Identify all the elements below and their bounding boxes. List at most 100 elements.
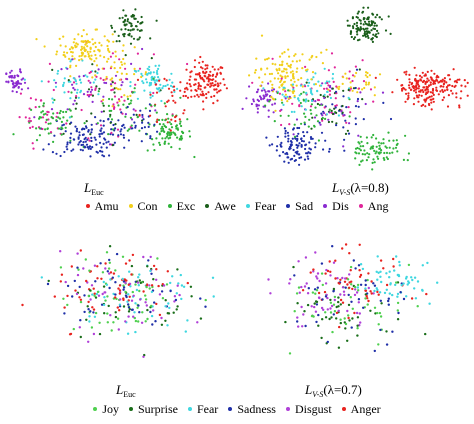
scatter-point [131,253,135,257]
scatter-point [351,89,354,92]
scatter-point [262,97,265,100]
scatter-point [60,120,64,123]
scatter-point [171,275,174,278]
scatter-point [90,112,93,115]
scatter-point [321,116,324,120]
scatter-point [160,130,163,133]
scatter-point [134,126,137,129]
scatter-point [334,106,337,109]
scatter-point [341,104,344,108]
scatter-point [116,101,119,104]
scatter-point [19,71,22,74]
scatter-point [326,90,329,93]
scatter-point [176,87,179,90]
scatter-point [21,303,24,307]
scatter-point [174,298,178,302]
scatter-point [156,69,159,73]
scatter-point [427,79,430,82]
scatter-point [378,73,382,76]
scatter-point [103,56,106,59]
scatter-point [394,146,398,149]
scatter-point [119,108,122,111]
scatter-point [216,91,219,94]
scatter-point [113,30,116,33]
scatter-point [62,123,65,126]
scatter-point [329,274,332,277]
scatter-point [167,87,171,90]
scatter-point [357,152,361,155]
scatter-point [396,281,400,284]
scatter-point [321,62,324,65]
scatter-point [431,87,435,91]
scatter-point [270,72,274,75]
scatter-point [348,24,351,27]
scatter-point [46,282,50,286]
scatter-point [106,44,109,48]
scatter-point [149,135,152,138]
scatter-point [375,33,378,36]
scatter-point [161,87,164,90]
scatter-point [109,113,112,116]
scatter-point [199,74,202,77]
scatter-point [84,55,87,58]
scatter-point [110,128,113,131]
scatter-point [357,10,360,13]
scatter-point [90,128,93,131]
scatter-point [92,311,95,314]
scatter-point [162,284,166,287]
scatter-point [297,99,301,102]
scatter-point [164,84,167,88]
scatter-point [346,129,349,132]
scatter-point [163,102,166,105]
scatter-point [120,128,123,131]
scatter-point [72,77,75,80]
scatter-point [76,91,79,94]
scatter-point [279,145,283,148]
scatter-point [149,255,152,259]
scatter-point [359,19,362,22]
scatter-point [330,52,334,55]
scatter-point [82,74,85,78]
scatter-point [353,36,357,39]
scatter-point [313,116,317,119]
scatter-point [331,87,334,90]
scatter-point [114,55,117,58]
scatter-point [355,30,358,33]
scatter-point [69,132,73,135]
scatter-point [133,17,136,20]
scatter-point [324,316,328,319]
scatter-point [215,88,218,91]
scatter-point [253,71,257,74]
scatter-point [158,141,161,144]
scatter-point [412,103,415,106]
scatter-point [123,146,126,149]
scatter-point [90,88,94,91]
scatter-point [364,283,367,287]
scatter-point [374,152,377,155]
scatter-point [349,269,352,272]
scatter-point [321,82,324,85]
scatter-point [127,283,130,286]
scatter-point [63,312,66,315]
scatter-point [343,138,346,141]
scatter-point [333,295,337,299]
scatter-point [361,59,364,62]
scatter-point [102,124,105,127]
scatter-point [126,78,129,81]
scatter-point [304,85,307,88]
scatter-point [102,285,106,288]
scatter-point [166,121,169,124]
scatter-point [70,149,73,152]
scatter-point [110,24,113,27]
scatter-point [38,127,41,130]
scatter-point [441,98,444,102]
scatter-point [156,130,159,133]
scatter-point [293,154,296,157]
scatter-point [203,86,206,89]
scatter-point [361,267,365,271]
scatter-point [81,133,84,136]
scatter-point [219,66,222,69]
scatter-point [132,37,136,40]
scatter-point [333,298,336,302]
scatter-point [123,62,126,65]
